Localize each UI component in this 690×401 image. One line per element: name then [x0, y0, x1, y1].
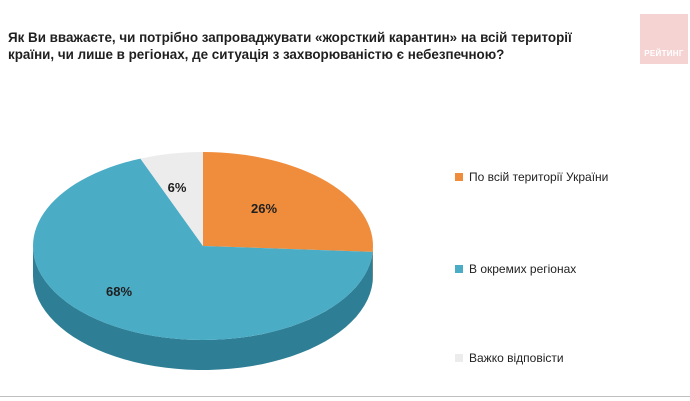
pie-slice	[140, 152, 203, 246]
pie-data-label: 26%	[251, 201, 277, 216]
legend-item-separate-regions: В окремих регіонах	[455, 262, 576, 276]
legend-label: По всій території України	[469, 170, 609, 184]
legend-item-all-territory: По всій території України	[455, 170, 608, 184]
logo-label: РЕЙТИНГ	[644, 49, 684, 58]
pie-slice	[33, 158, 373, 340]
frame-bottom-border	[0, 396, 690, 397]
legend-swatch	[455, 173, 463, 181]
legend-label: Важко відповісти	[469, 351, 564, 365]
pie-slice-side	[33, 246, 373, 370]
pie-data-label: 6%	[168, 180, 187, 195]
legend-swatch	[455, 265, 463, 273]
chart-title: Як Ви вважаєте, чи потрібно запроваджува…	[8, 30, 572, 62]
rating-logo: РЕЙТИНГ	[640, 14, 688, 64]
legend-label: В окремих регіонах	[469, 262, 577, 276]
legend-swatch	[455, 354, 463, 362]
pie-slice	[203, 152, 373, 252]
pie-data-label: 68%	[106, 284, 132, 299]
legend-item-hard-to-answer: Важко відповісти	[455, 351, 564, 365]
